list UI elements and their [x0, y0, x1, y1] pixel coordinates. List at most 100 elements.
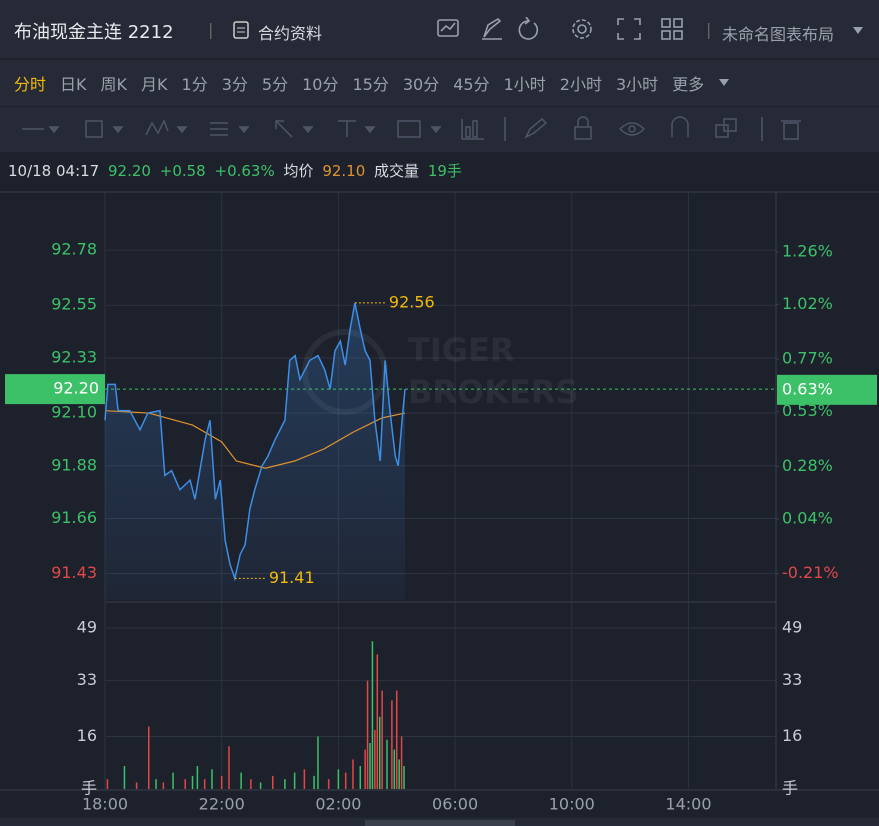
- drawing-toolbar: [0, 107, 879, 152]
- volume-bar: [378, 716, 381, 789]
- interval-tab[interactable]: 45分: [453, 75, 490, 94]
- volume-bar: [191, 775, 194, 789]
- x-tick-label: 06:00: [432, 795, 478, 814]
- volume-bar: [313, 775, 315, 789]
- datetime: 10/18 04:17: [8, 162, 100, 180]
- volume-bar: [391, 700, 393, 789]
- interval-tab[interactable]: 1小时: [503, 75, 546, 94]
- volume-bar: [381, 690, 383, 789]
- volume-bar: [352, 759, 354, 789]
- volume-bar: [364, 749, 366, 789]
- volume-bar: [395, 690, 398, 789]
- volume-bar: [196, 766, 199, 789]
- scroll-thumb[interactable]: [365, 820, 515, 826]
- volume-bar: [155, 779, 157, 789]
- volume-unit: 手: [782, 779, 798, 798]
- volume-bar: [106, 779, 109, 789]
- volume-bar: [303, 769, 306, 789]
- title: 布油现金主连 2212: [14, 22, 174, 43]
- volume-bar: [148, 726, 150, 789]
- y-tick-label: 91.43: [51, 563, 97, 582]
- price-line: [104, 302, 406, 582]
- interval-tab[interactable]: 1分: [181, 75, 208, 94]
- interval-tab[interactable]: 5分: [261, 75, 289, 94]
- interval-tab[interactable]: 日K: [60, 75, 87, 94]
- layout-name[interactable]: 未命名图表布局: [722, 25, 835, 44]
- volume-tick-label: 16: [782, 726, 802, 745]
- volume-bar: [162, 782, 165, 789]
- interval-tab[interactable]: 3小时: [615, 75, 659, 94]
- y2-tick-label: 0.53%: [782, 401, 833, 420]
- volume-bar: [337, 769, 340, 789]
- last-pct-box: [777, 374, 877, 405]
- quote-info: 10/18 04:17 92.20 +0.58 +0.63% 均价 92.10 …: [8, 160, 466, 181]
- x-tick-label: 18:00: [82, 795, 128, 814]
- avg: 92.10: [322, 162, 366, 180]
- interval-tab[interactable]: 3分: [221, 75, 248, 94]
- interval-tab[interactable]: 月K: [141, 75, 168, 94]
- volume-label: 成交量: [374, 162, 420, 180]
- volume-tick-label: 33: [782, 670, 802, 689]
- interval-tab[interactable]: 更多: [672, 75, 705, 94]
- x-tick-label: 02:00: [315, 795, 361, 814]
- volume-bar: [371, 641, 374, 789]
- high-label: 92.56: [389, 292, 435, 311]
- y2-tick-label: -0.21%: [782, 563, 839, 582]
- volume-bar: [172, 772, 174, 789]
- watermark: BROKERS: [408, 373, 579, 411]
- header-icons: [437, 17, 683, 40]
- interval-tab[interactable]: 10分: [302, 75, 339, 94]
- volume-bar: [403, 766, 405, 789]
- volume-tick-label: 33: [77, 670, 97, 689]
- interval-tab[interactable]: 15分: [352, 75, 389, 94]
- volume-bar: [272, 775, 274, 789]
- y2-tick-label: 1.02%: [782, 294, 833, 313]
- header: 布油现金主连 2212 | 合约资料 | 未命名图表布局: [0, 0, 879, 58]
- volume: 19手: [427, 162, 462, 180]
- y-tick-label: 91.88: [51, 455, 97, 474]
- y2-tick-label: 0.04%: [782, 509, 833, 528]
- volume-tick-label: 16: [77, 726, 97, 745]
- volume-bar: [203, 779, 206, 789]
- volume-bar: [211, 769, 213, 789]
- change: +0.58: [159, 162, 206, 180]
- volume-bar: [184, 779, 186, 789]
- low-label: 91.41: [269, 568, 315, 587]
- price-area: [105, 302, 406, 600]
- volume-bar: [284, 779, 286, 789]
- contract-info[interactable]: 合约资料: [258, 24, 323, 43]
- interval-tab[interactable]: 2小时: [559, 75, 602, 94]
- change-pct: +0.63%: [214, 162, 275, 180]
- interval-tab[interactable]: 分时: [14, 75, 47, 94]
- doc-icon: [233, 21, 249, 39]
- interval-tabs: 分时 日K 周K 月K 1分 3分 5分 10分 15分 30分 45分 1小时 2小时 3小时 更多: [0, 60, 879, 106]
- interval-tab[interactable]: 30分: [402, 75, 440, 94]
- y-tick-label: 92.78: [51, 240, 97, 259]
- volume-tick-label: 49: [77, 618, 97, 637]
- volume-bar: [386, 739, 388, 789]
- average-line: [104, 410, 406, 469]
- interval-tab[interactable]: 周K: [100, 75, 128, 94]
- volume-bar: [374, 729, 376, 789]
- price: 92.20: [108, 162, 151, 180]
- volume-bar: [293, 772, 296, 789]
- x-tick-label: 10:00: [549, 795, 595, 814]
- volume-bar: [317, 736, 319, 789]
- volume-bar: [327, 779, 330, 789]
- volume-bar: [393, 749, 396, 789]
- last-price-label: 92.20: [53, 379, 99, 398]
- volume-bar: [228, 746, 230, 789]
- y-tick-label: 91.66: [51, 508, 97, 527]
- volume-bar: [376, 654, 379, 789]
- x-tick-label: 22:00: [199, 795, 245, 814]
- volume-bar: [344, 772, 347, 789]
- volume-unit: 手: [81, 779, 97, 798]
- y2-tick-label: 0.77%: [782, 349, 833, 368]
- separator: |: [706, 20, 712, 39]
- last-price-box: [5, 374, 105, 405]
- y2-tick-label: 0.28%: [782, 456, 833, 475]
- dropdown-arrow: [853, 27, 863, 34]
- separator: |: [208, 20, 214, 39]
